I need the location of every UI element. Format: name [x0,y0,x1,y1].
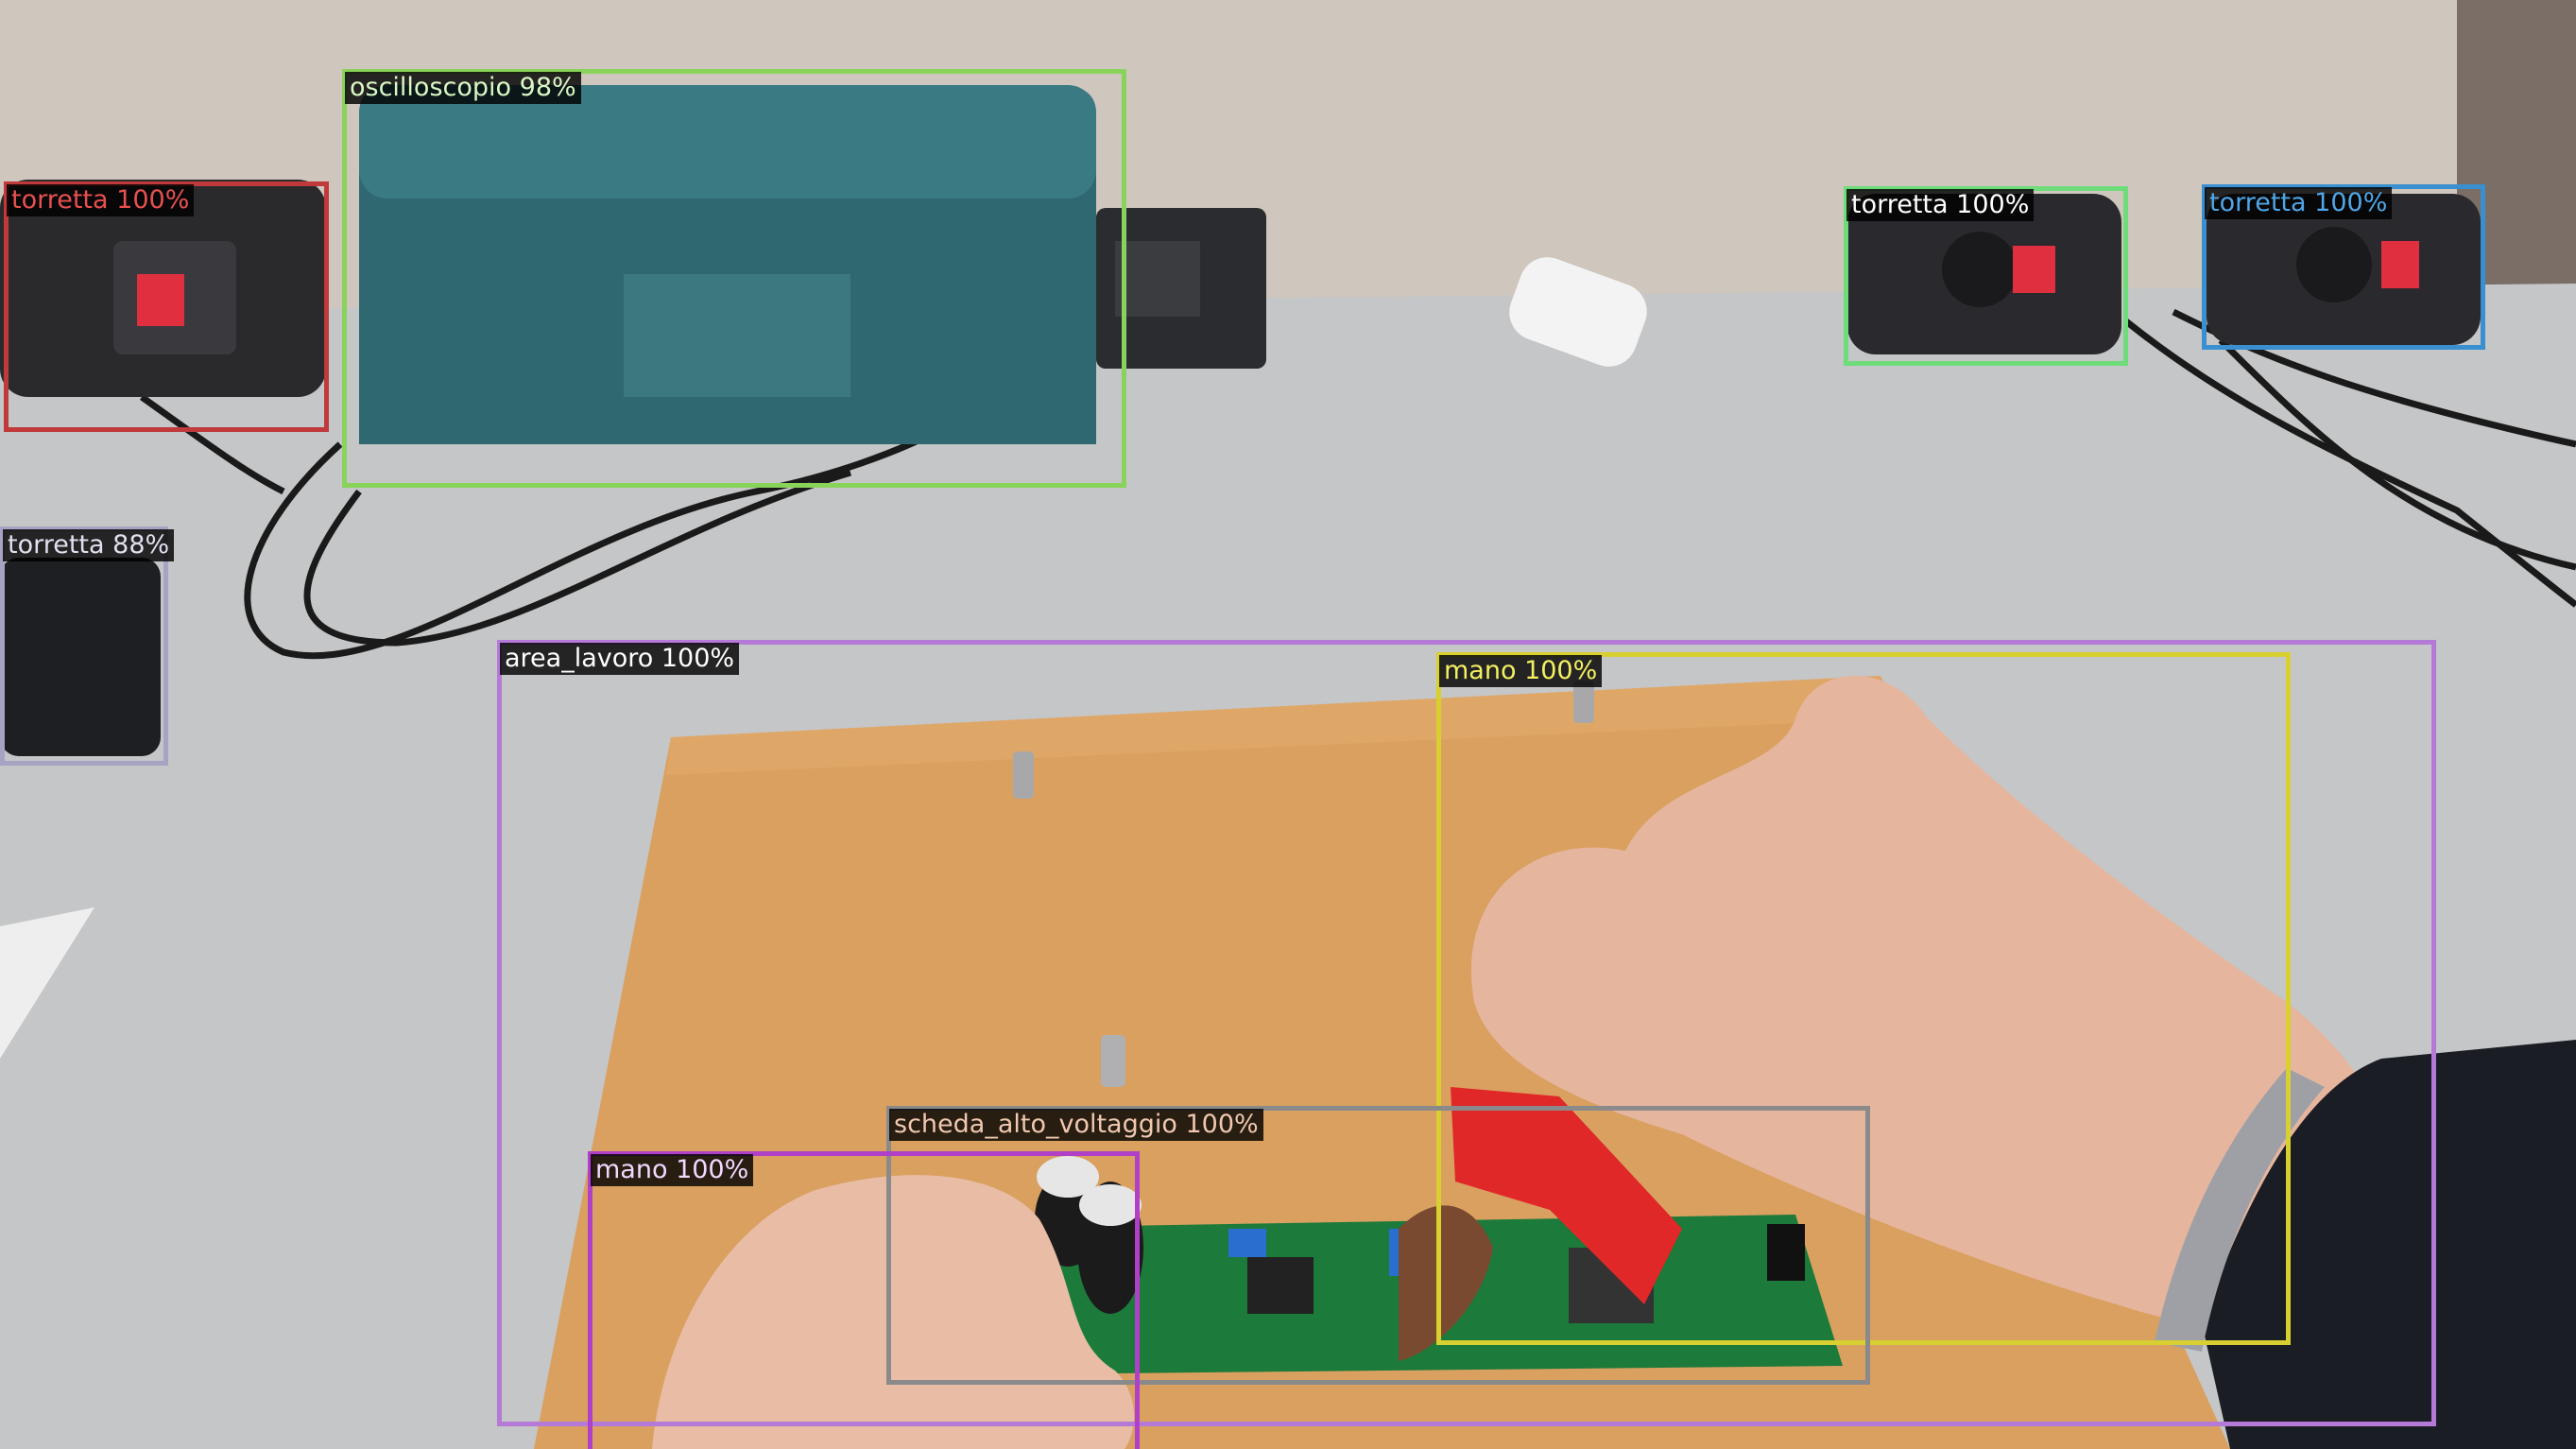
detection-box-torretta-right-1: torretta 100% [1844,186,2128,366]
detection-label: torretta 100% [1846,189,2035,221]
detection-label: area_lavoro 100% [500,643,740,675]
detection-box-torretta-right-2: torretta 100% [2202,184,2485,350]
detection-box-oscilloscopio: oscilloscopio 98% [342,69,1126,488]
remote [1509,257,1647,367]
detection-label: torretta 88% [3,529,175,561]
detection-label: torretta 100% [7,184,195,216]
right-hand [1470,676,2576,1449]
detection-label: mano 100% [591,1154,754,1186]
detection-box-mano-left: mano 100% [588,1151,1140,1449]
detection-box-torretta-tablet: torretta 88% [0,526,175,766]
detection-box-torretta-left: torretta 100% [4,181,329,432]
detection-box-area-lavoro: area_lavoro 100% [497,640,2436,1426]
detection-box-scheda-alto-voltaggio: scheda_alto_voltaggio 100% [886,1106,1870,1385]
detection-label: oscilloscopio 98% [345,72,581,104]
detection-box-mano-right: mano 100% [1436,652,2291,1345]
turret-right-2 [2207,194,2481,345]
detection-label: scheda_alto_voltaggio 100% [889,1109,1263,1141]
oscilloscope [359,85,1266,444]
turret-right-1 [1847,194,2121,354]
detection-label: torretta 100% [2205,187,2393,219]
turret-left [0,180,326,397]
detection-label: mano 100% [1439,655,1603,687]
tablet [0,558,161,756]
